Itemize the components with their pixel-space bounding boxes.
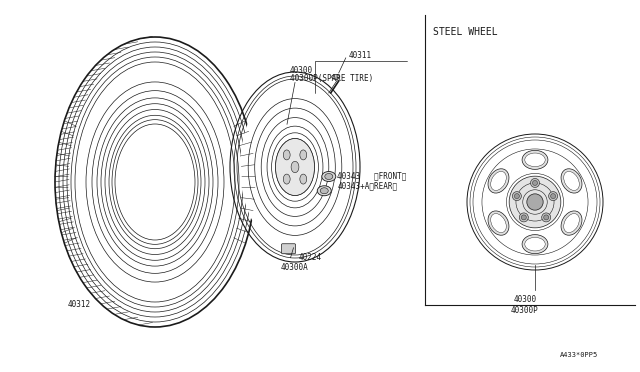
Circle shape — [548, 192, 557, 201]
Circle shape — [550, 193, 556, 199]
Ellipse shape — [320, 188, 328, 194]
Ellipse shape — [284, 174, 290, 184]
Ellipse shape — [525, 237, 545, 251]
Ellipse shape — [300, 174, 307, 184]
Text: 40343   （FRONT）: 40343 （FRONT） — [337, 171, 406, 180]
Text: STEEL WHEEL: STEEL WHEEL — [433, 27, 498, 37]
Ellipse shape — [491, 214, 506, 232]
Ellipse shape — [525, 153, 545, 167]
Ellipse shape — [291, 161, 299, 173]
Text: 40300: 40300 — [290, 65, 313, 74]
Ellipse shape — [115, 124, 195, 240]
Ellipse shape — [284, 150, 290, 160]
Ellipse shape — [322, 171, 336, 182]
Text: 40300P: 40300P — [511, 306, 539, 315]
Circle shape — [519, 213, 528, 222]
Circle shape — [522, 215, 526, 220]
Ellipse shape — [564, 171, 579, 190]
Ellipse shape — [522, 235, 548, 254]
Ellipse shape — [300, 150, 307, 160]
Text: A433*0PP5: A433*0PP5 — [560, 352, 598, 358]
Circle shape — [532, 180, 538, 186]
Text: 40312: 40312 — [68, 300, 91, 309]
Text: 40224: 40224 — [298, 253, 322, 262]
Ellipse shape — [491, 171, 506, 190]
Circle shape — [544, 215, 548, 220]
Circle shape — [541, 213, 550, 222]
FancyBboxPatch shape — [282, 244, 296, 254]
Text: 40300A: 40300A — [280, 263, 308, 272]
Text: 40311: 40311 — [349, 51, 372, 60]
Ellipse shape — [564, 214, 579, 232]
Text: 40300: 40300 — [513, 295, 536, 304]
Ellipse shape — [317, 186, 332, 196]
Ellipse shape — [561, 211, 582, 235]
Circle shape — [475, 142, 595, 262]
Ellipse shape — [488, 169, 509, 193]
Ellipse shape — [561, 169, 582, 193]
Ellipse shape — [332, 74, 340, 79]
Ellipse shape — [488, 211, 509, 235]
Text: 40343+A（REAR）: 40343+A（REAR） — [337, 181, 397, 190]
Circle shape — [509, 176, 561, 228]
Circle shape — [515, 193, 520, 199]
Ellipse shape — [275, 138, 314, 196]
Circle shape — [527, 194, 543, 210]
Text: 40300P(SPARE TIRE): 40300P(SPARE TIRE) — [290, 74, 373, 83]
Ellipse shape — [240, 82, 350, 252]
Ellipse shape — [522, 150, 548, 169]
Circle shape — [531, 179, 540, 187]
Circle shape — [513, 192, 522, 201]
Ellipse shape — [324, 173, 333, 180]
